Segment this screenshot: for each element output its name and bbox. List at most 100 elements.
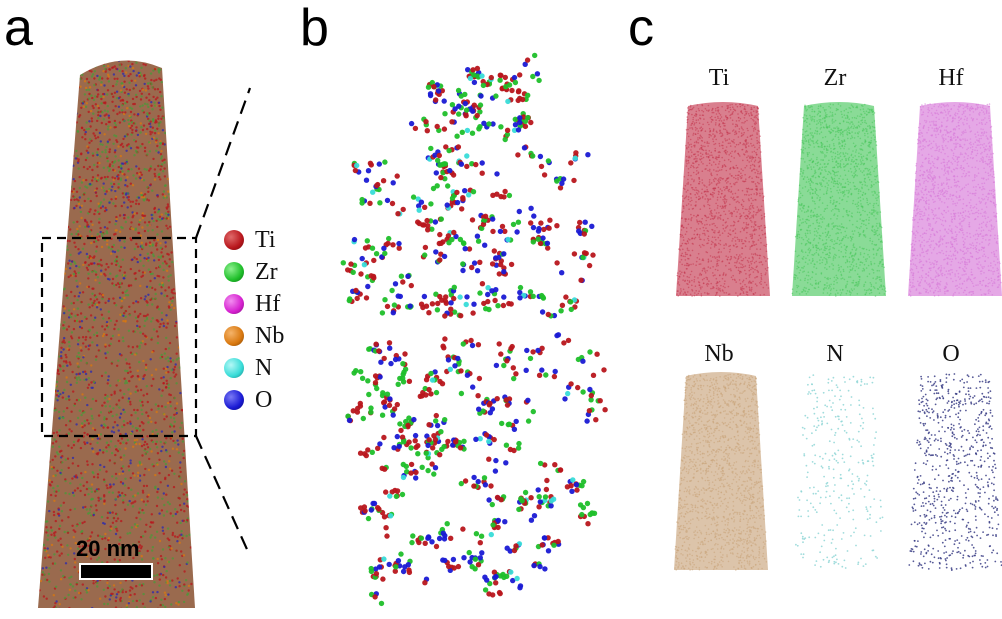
atom-point: [92, 471, 95, 475]
atom-point: [706, 121, 709, 124]
atom-point: [677, 281, 680, 283]
atom-point: [52, 431, 55, 435]
atom-point: [107, 378, 110, 382]
atom-point: [61, 461, 64, 464]
atom-point: [158, 104, 161, 108]
atom-point: [182, 554, 186, 557]
atom-point: [41, 567, 45, 570]
atom-point: [93, 428, 97, 432]
atom-point: [94, 399, 98, 403]
atom-point: [764, 233, 766, 235]
atom-point: [372, 380, 379, 386]
atom-point: [721, 135, 723, 137]
atom-point: [714, 124, 717, 126]
atom-point: [164, 594, 167, 597]
atom-point: [726, 225, 729, 227]
atom-point: [454, 133, 460, 139]
atom-point: [499, 420, 505, 427]
atom-point: [96, 581, 99, 585]
atom-point: [104, 70, 107, 74]
atom-point: [378, 600, 385, 607]
atom-point: [150, 213, 153, 217]
atom-point: [767, 287, 770, 289]
atom-point: [58, 607, 61, 609]
atom-point: [568, 306, 574, 313]
atom-point: [154, 175, 157, 178]
atom-point: [121, 465, 125, 468]
atom-point: [131, 258, 134, 261]
atom-point: [80, 320, 84, 323]
atom-point: [113, 558, 116, 561]
atom-point: [698, 178, 701, 180]
atom-point: [464, 294, 470, 300]
atom-point: [155, 428, 158, 432]
atom-point: [742, 200, 745, 203]
atom-point: [80, 62, 84, 66]
atom-point: [66, 457, 70, 460]
atom-point: [88, 511, 91, 514]
atom-point: [115, 304, 118, 307]
atom-point: [75, 121, 79, 124]
atom-point: [118, 285, 121, 289]
atom-point: [87, 97, 91, 100]
atom-point: [129, 400, 132, 404]
atom-point: [85, 508, 89, 511]
atom-point: [140, 193, 143, 197]
atom-point: [65, 328, 69, 331]
atom-point: [511, 447, 517, 454]
atom-point: [476, 406, 482, 412]
atom-point: [432, 465, 439, 471]
atom-point: [469, 564, 475, 570]
atom-point: [178, 581, 181, 584]
atom-point: [532, 52, 538, 59]
atom-point: [185, 520, 188, 523]
atom-point: [130, 121, 134, 124]
atom-point: [47, 572, 51, 576]
atom-point: [756, 284, 758, 287]
atom-point: [168, 341, 172, 345]
atom-point: [144, 295, 147, 298]
atom-point: [97, 488, 100, 491]
atom-point: [118, 282, 122, 285]
atom-point: [166, 264, 169, 267]
atom-point: [140, 421, 144, 424]
atom-point: [150, 408, 153, 411]
atom-point: [165, 608, 167, 610]
atom-point: [96, 276, 100, 279]
atom-point: [64, 492, 67, 495]
atom-point: [168, 460, 171, 463]
atom-point: [77, 248, 80, 251]
atom-point: [138, 60, 142, 61]
atom-point: [106, 351, 109, 354]
atom-point: [72, 195, 75, 198]
atom-point: [156, 319, 159, 322]
atom-point: [162, 190, 166, 193]
atom-point: [79, 77, 82, 81]
atom-point: [706, 216, 708, 219]
atom-point: [143, 167, 146, 171]
atom-point: [121, 111, 124, 114]
atom-point: [483, 432, 490, 438]
atom-point: [159, 246, 163, 250]
atom-point: [163, 597, 167, 601]
atom-point: [752, 204, 754, 207]
atom-point: [455, 144, 462, 150]
atom-point: [136, 492, 140, 495]
atom-point: [60, 346, 63, 349]
atom-point: [597, 398, 603, 404]
atom-point: [698, 284, 701, 287]
atom-point: [104, 547, 107, 551]
atom-point: [102, 182, 105, 185]
atom-point: [123, 240, 126, 243]
atom-point: [101, 77, 104, 80]
atom-point: [387, 493, 393, 499]
atom-point: [694, 292, 696, 294]
atom-point: [748, 241, 750, 243]
atom-point: [107, 299, 110, 303]
atom-point: [156, 56, 158, 58]
atom-point: [102, 64, 106, 68]
atom-point: [159, 178, 162, 181]
atom-point: [136, 301, 140, 304]
atom-point: [114, 155, 117, 158]
atom-point: [725, 255, 727, 257]
